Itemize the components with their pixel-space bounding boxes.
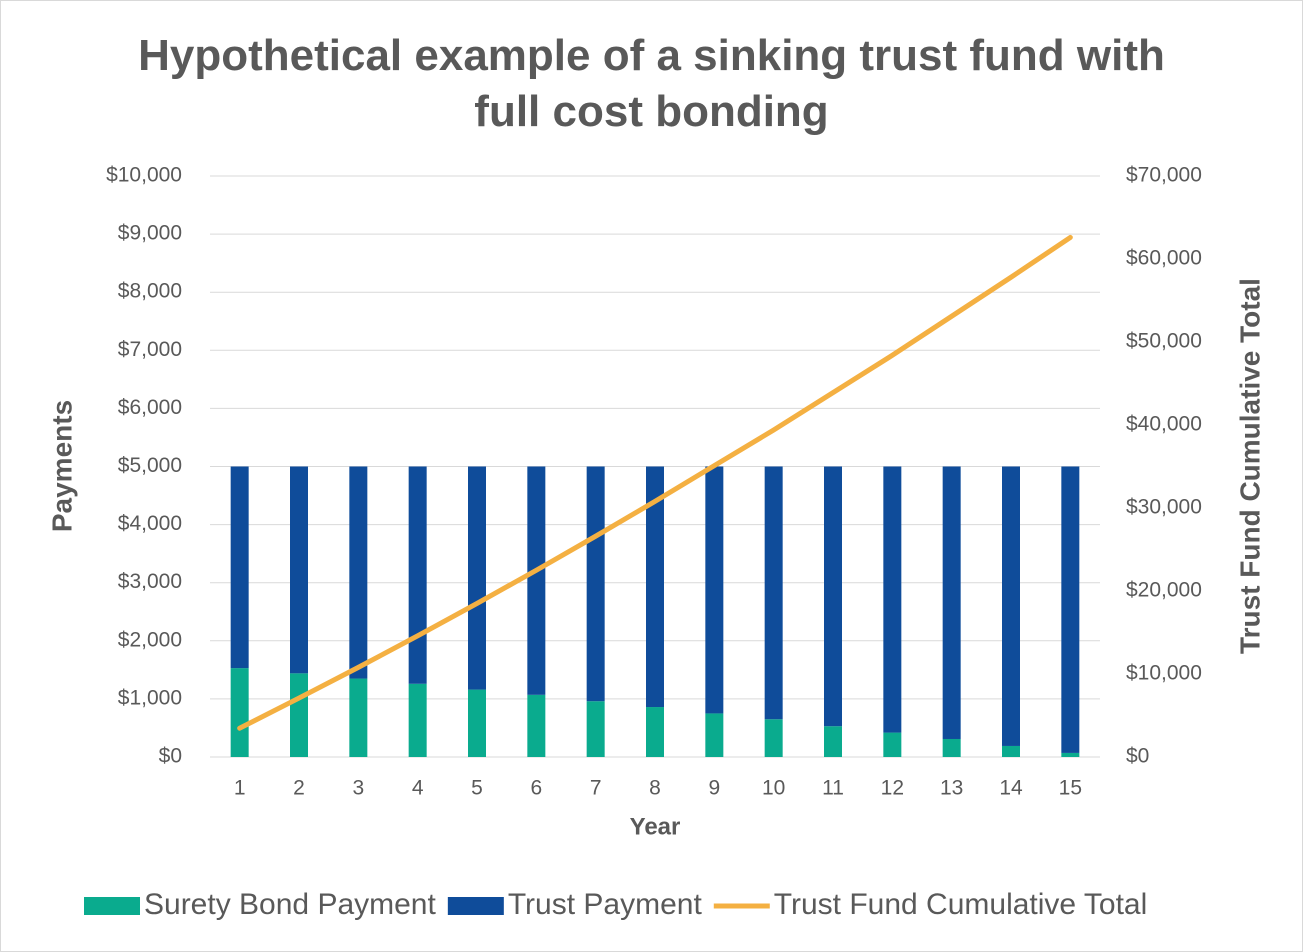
bar [1002,466,1020,746]
legend-label: Trust Fund Cumulative Total [774,888,1148,921]
y-tick-label: $10,000 [106,164,182,187]
y-tick-label: $4,000 [118,512,182,535]
x-tick-label: 14 [999,777,1023,800]
y-tick-label: $1,000 [118,686,182,709]
bar [586,701,605,757]
bar [824,726,842,757]
x-tick-label: 10 [762,777,785,800]
chart-title: Hypothetical example of a sinking trust … [138,31,1165,136]
y2-axis-label: Trust Fund Cumulative Total [1234,278,1265,654]
y-tick-label: $9,000 [118,222,182,245]
bar [290,466,308,674]
bar [408,466,427,684]
y-tick-label: $2,000 [118,628,182,651]
bar [1002,745,1020,757]
bar [764,466,783,720]
x-tick-label: 3 [352,777,364,800]
bar [230,466,249,669]
bar [408,683,427,757]
y2-tick-label: $20,000 [1126,579,1202,602]
legend-label: Surety Bond Payment [144,888,436,921]
bar [1061,752,1080,757]
bar [824,466,842,727]
x-tick-label: 4 [412,777,424,800]
bar [586,466,605,702]
bar [349,678,368,757]
y-tick-label: $0 [159,745,182,768]
bar [290,673,308,757]
bar [764,719,783,757]
y2-tick-label: $10,000 [1126,662,1202,685]
y-axis-label: Payments [46,400,77,532]
y2-tick-label: $70,000 [1126,164,1202,187]
x-tick-label: 1 [234,777,246,800]
bar [942,738,961,757]
x-tick-label: 9 [708,777,720,800]
y2-tick-label: $0 [1126,745,1149,768]
bar [527,466,546,695]
y-tick-label: $5,000 [118,454,182,477]
y2-tick-label: $60,000 [1126,247,1202,270]
legend-label: Trust Payment [508,888,703,921]
bar [468,466,486,690]
x-tick-label: 6 [530,777,542,800]
x-tick-label: 8 [649,777,661,800]
bar [705,466,724,714]
y-tick-label: $8,000 [118,280,182,303]
x-tick-label: 13 [940,777,963,800]
x-tick-label: 7 [590,777,602,800]
y-tick-label: $6,000 [118,396,182,419]
y2-tick-label: $40,000 [1126,413,1202,436]
x-tick-label: 2 [293,777,305,800]
bar [883,732,902,757]
legend-swatch [84,897,140,915]
bar [646,707,664,757]
bar [230,668,249,757]
x-tick-label: 15 [1059,777,1082,800]
bar [527,694,546,757]
legend-swatch [447,897,504,915]
x-axis-label: Year [630,813,681,840]
x-tick-label: 12 [881,777,904,800]
y2-tick-label: $50,000 [1126,330,1202,353]
bar [349,466,368,679]
bar [883,466,902,733]
bar [468,689,486,757]
x-tick-label: 11 [822,777,844,800]
y2-tick-label: $30,000 [1126,496,1202,519]
bar [942,466,961,739]
line [237,234,1073,731]
bar [1061,466,1080,753]
y-tick-label: $3,000 [118,570,182,593]
bar [646,466,664,708]
y-tick-label: $7,000 [118,338,182,361]
x-tick-label: 5 [471,777,483,800]
bar [705,713,724,757]
